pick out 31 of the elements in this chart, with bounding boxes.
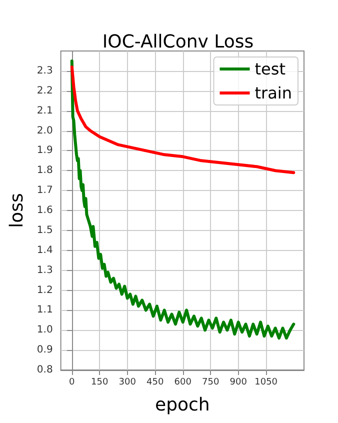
y-tick-label: 1.7: [36, 185, 53, 196]
y-tick-label: 0.8: [36, 364, 53, 376]
x-tick-label: 300: [118, 378, 136, 388]
x-tick-label: 600: [174, 378, 192, 388]
y-tick-label: 1.1: [36, 304, 53, 316]
y-tick-label: 2.1: [36, 105, 53, 116]
y-tick-label: 1.4: [36, 244, 53, 256]
legend-label: train: [254, 84, 292, 102]
y-tick-label: 1.8: [36, 165, 53, 176]
y-tick-label: 2.3: [36, 65, 53, 76]
y-tick-label: 1.0: [36, 324, 53, 336]
x-tick-label: 150: [91, 378, 108, 388]
y-tick-label: 1.2: [36, 284, 53, 296]
y-tick-label: 2.0: [36, 125, 53, 136]
y-tick-label: 1.3: [36, 264, 53, 276]
y-tick-label: 1.5: [36, 224, 53, 236]
line-series: [70, 65, 296, 174]
chart-title: IOC-AllConv Loss: [102, 32, 254, 52]
y-tick-label: 0.9: [36, 344, 53, 356]
y-tick-label: 1.6: [36, 205, 53, 216]
y-tick-label: 1.9: [36, 145, 53, 156]
legend-label: test: [254, 60, 286, 78]
x-tick-label: 0: [69, 378, 76, 388]
x-tick-label: 900: [230, 378, 248, 388]
x-tick-label: 750: [202, 378, 220, 388]
x-tick-label: 1050: [254, 378, 278, 388]
y-tick-label: 2.2: [36, 85, 53, 96]
line-series: [70, 59, 296, 340]
y-axis-title: loss: [6, 193, 28, 228]
x-axis-title: epoch: [154, 394, 210, 416]
x-tick-label: 450: [146, 378, 164, 388]
